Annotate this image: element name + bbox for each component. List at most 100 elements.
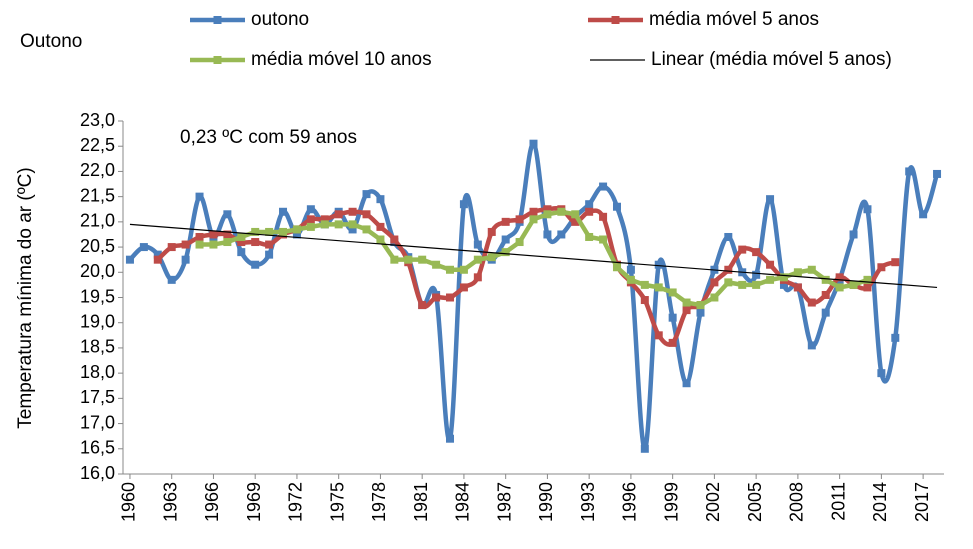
legend-marker bbox=[213, 16, 222, 24]
data-point bbox=[265, 250, 274, 259]
data-point bbox=[432, 293, 441, 302]
data-point bbox=[891, 258, 900, 267]
data-point bbox=[682, 298, 691, 307]
x-tick-label: 2011 bbox=[828, 482, 848, 521]
data-point bbox=[654, 260, 663, 269]
y-tick-label: 17,5 bbox=[80, 387, 115, 407]
series-line bbox=[128, 141, 940, 452]
data-point bbox=[696, 308, 705, 317]
data-point bbox=[905, 167, 914, 176]
data-point bbox=[668, 288, 677, 297]
data-point bbox=[821, 275, 830, 284]
data-point bbox=[724, 278, 733, 287]
data-point bbox=[390, 235, 399, 244]
x-tick-label: 1966 bbox=[202, 482, 222, 522]
y-tick-label: 19,0 bbox=[80, 311, 115, 331]
data-point bbox=[251, 260, 260, 269]
data-point bbox=[432, 260, 441, 269]
data-point bbox=[849, 280, 858, 289]
data-point bbox=[682, 379, 691, 388]
x-tick-label: 1963 bbox=[160, 482, 180, 522]
data-point bbox=[348, 207, 357, 216]
data-point bbox=[209, 240, 218, 249]
y-tick-label: 17,0 bbox=[80, 412, 115, 432]
data-point bbox=[195, 192, 204, 201]
data-point bbox=[543, 210, 552, 219]
data-point bbox=[599, 182, 608, 191]
x-tick-label: 2017 bbox=[912, 482, 932, 522]
data-point bbox=[487, 253, 496, 262]
data-point bbox=[793, 268, 802, 277]
data-point bbox=[571, 217, 580, 226]
data-point bbox=[251, 227, 260, 236]
data-point bbox=[167, 275, 176, 284]
data-point bbox=[626, 275, 635, 284]
data-point bbox=[139, 243, 148, 252]
data-point bbox=[640, 280, 649, 289]
data-point bbox=[320, 215, 329, 224]
data-point bbox=[459, 200, 468, 209]
data-point bbox=[863, 275, 872, 284]
data-point bbox=[668, 338, 677, 347]
data-point bbox=[348, 220, 357, 229]
data-point bbox=[557, 207, 566, 216]
data-point bbox=[362, 210, 371, 219]
data-point bbox=[362, 190, 371, 199]
data-point bbox=[821, 308, 830, 317]
data-point bbox=[473, 255, 482, 264]
legend-label: média móvel 10 anos bbox=[251, 49, 432, 70]
data-point bbox=[863, 205, 872, 214]
annotation: 0,23 ºC com 59 anos bbox=[180, 127, 357, 148]
data-point bbox=[543, 205, 552, 214]
data-point bbox=[334, 210, 343, 219]
x-tick-label: 1987 bbox=[494, 482, 514, 522]
data-point bbox=[752, 248, 761, 257]
data-point bbox=[125, 255, 134, 264]
legend-label: outono bbox=[251, 9, 309, 30]
data-point bbox=[612, 263, 621, 272]
data-point bbox=[919, 210, 928, 219]
data-point bbox=[446, 265, 455, 274]
data-point bbox=[376, 222, 385, 231]
data-point bbox=[668, 313, 677, 322]
trend-line bbox=[129, 223, 938, 289]
data-point bbox=[473, 240, 482, 249]
data-point bbox=[446, 293, 455, 302]
data-point bbox=[696, 301, 705, 310]
data-point bbox=[320, 220, 329, 229]
data-point bbox=[766, 195, 775, 204]
legend-label: Linear (média móvel 5 anos) bbox=[651, 49, 892, 70]
x-tick-label: 1969 bbox=[244, 482, 264, 522]
data-point bbox=[557, 230, 566, 239]
data-point bbox=[265, 240, 274, 249]
data-point bbox=[654, 283, 663, 292]
y-tick-label: 18,5 bbox=[80, 337, 115, 357]
data-point bbox=[612, 202, 621, 211]
data-point bbox=[306, 205, 315, 214]
data-point bbox=[835, 273, 844, 282]
data-point bbox=[237, 232, 246, 241]
data-point bbox=[807, 298, 816, 307]
data-point bbox=[515, 238, 524, 247]
data-point bbox=[640, 296, 649, 305]
data-point bbox=[766, 275, 775, 284]
data-point bbox=[515, 215, 524, 224]
data-point bbox=[585, 200, 594, 209]
data-point bbox=[195, 240, 204, 249]
data-point bbox=[752, 280, 761, 289]
data-point bbox=[738, 280, 747, 289]
data-point bbox=[682, 306, 691, 315]
data-point bbox=[891, 333, 900, 342]
data-point bbox=[793, 283, 802, 292]
data-point bbox=[181, 240, 190, 249]
data-point bbox=[181, 255, 190, 264]
data-point bbox=[724, 265, 733, 274]
y-tick-label: 21,5 bbox=[80, 185, 115, 205]
data-point bbox=[334, 220, 343, 229]
y-tick-label: 18,0 bbox=[80, 362, 115, 382]
data-point bbox=[529, 139, 538, 148]
data-point bbox=[752, 270, 761, 279]
legend-marker bbox=[213, 56, 222, 64]
data-point bbox=[849, 230, 858, 239]
x-tick-label: 1960 bbox=[119, 482, 139, 522]
